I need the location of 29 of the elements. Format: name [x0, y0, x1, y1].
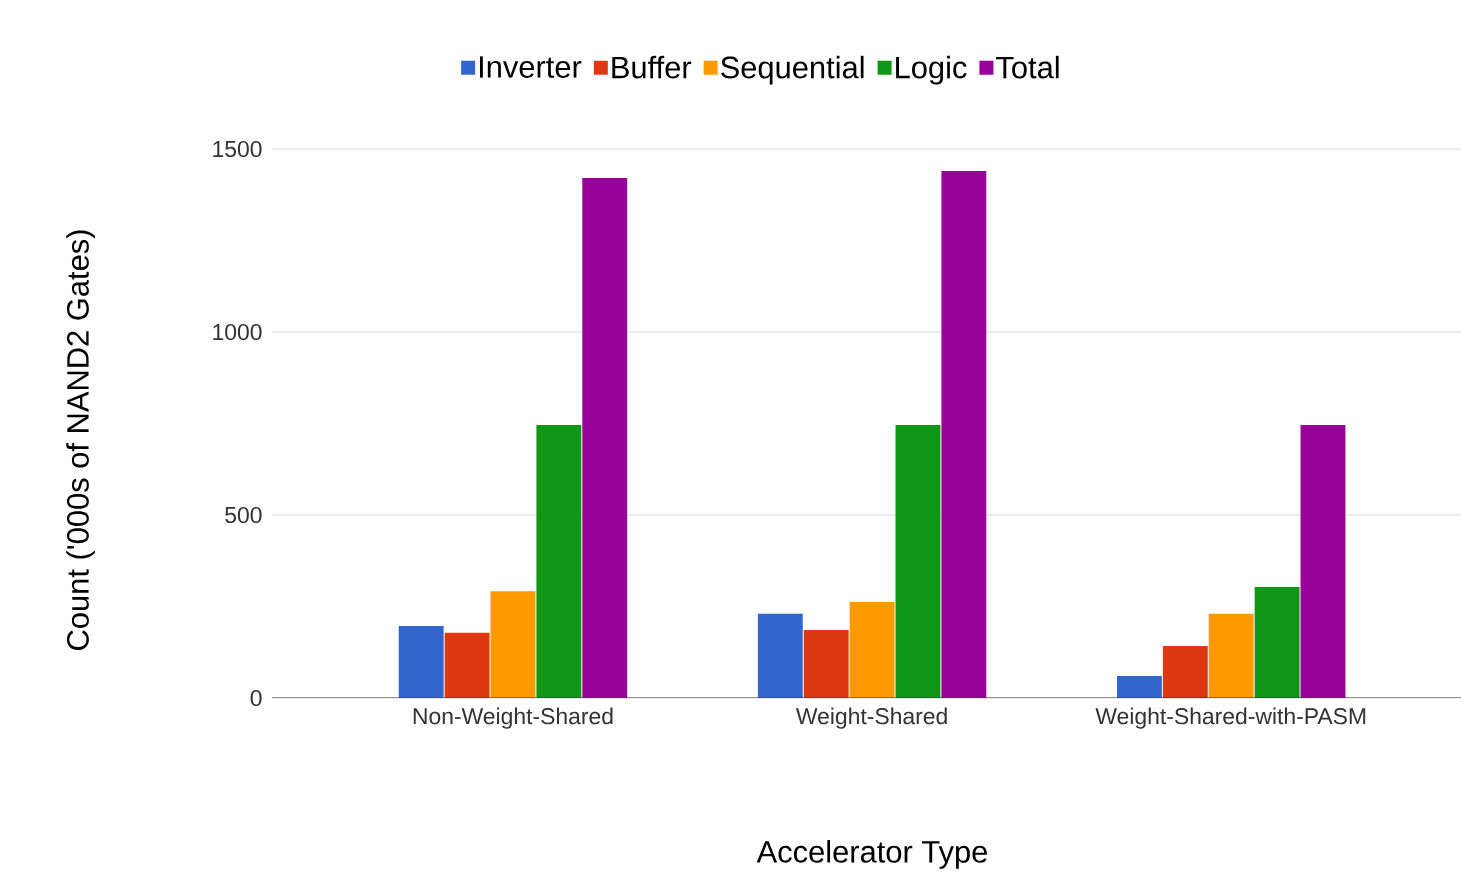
bar	[849, 602, 895, 698]
legend-label: Sequential	[721, 55, 864, 85]
bar	[398, 625, 444, 698]
y-axis-title: Count ('000s of NAND2 Gates)	[66, 230, 95, 650]
bar	[757, 613, 803, 698]
bar	[941, 170, 987, 698]
x-tick-label: Weight-Shared	[795, 707, 947, 729]
x-axis-title: Accelerator Type	[756, 840, 987, 869]
bar	[582, 177, 628, 698]
bar	[895, 424, 941, 698]
y-tick-label: 1000	[213, 323, 262, 341]
legend-label: Total	[996, 55, 1059, 79]
bar	[1116, 676, 1162, 698]
bar	[803, 629, 849, 698]
bar	[1162, 646, 1208, 698]
bar	[1254, 587, 1300, 698]
legend-label: Logic	[896, 55, 967, 85]
bar	[536, 424, 582, 698]
bar	[444, 632, 490, 698]
bar	[490, 591, 536, 698]
y-tick-label: 0	[250, 689, 262, 707]
bar	[1208, 613, 1254, 698]
legend-label: Inverter	[479, 56, 582, 78]
y-tick-label: 500	[225, 506, 262, 524]
x-tick-label: Weight-Shared-with-PASM	[1095, 707, 1366, 729]
legend-label: Buffer	[612, 55, 692, 79]
y-tick-label: 1500	[213, 140, 262, 158]
x-tick-label: Non-Weight-Shared	[413, 707, 613, 729]
bar	[1300, 424, 1346, 698]
